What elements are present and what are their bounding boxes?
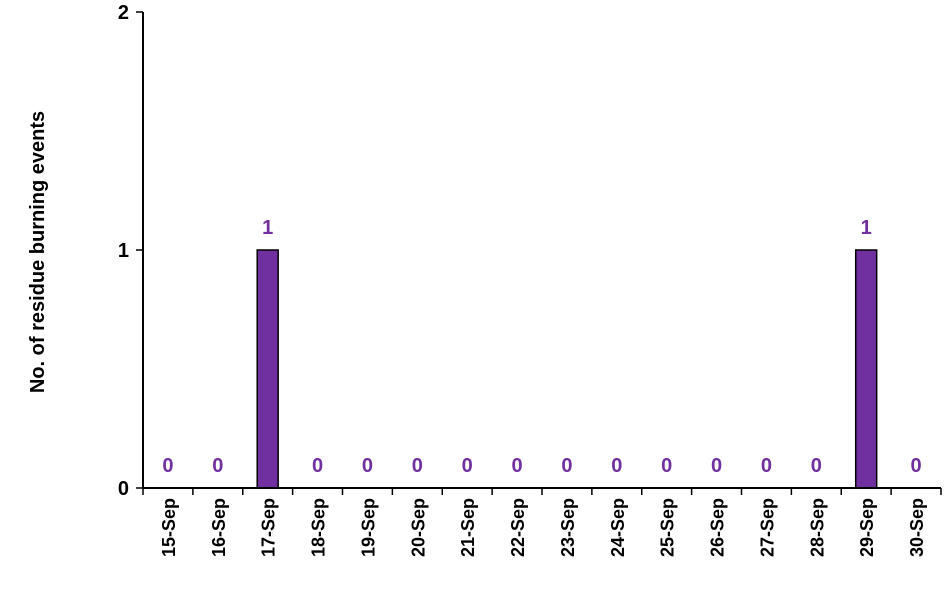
y-axis-label: No. of residue burning events [27,111,49,393]
y-tick-label: 0 [118,478,129,500]
x-tick-label: 17-Sep [259,498,279,557]
x-tick-label: 20-Sep [408,498,428,557]
x-tick-label: 19-Sep [358,498,378,557]
data-label: 0 [661,455,672,477]
bar [256,249,279,489]
data-label: 0 [512,455,523,477]
data-label: 0 [911,455,922,477]
x-tick-label: 16-Sep [209,498,229,557]
x-tick-label: 21-Sep [458,498,478,557]
data-label: 0 [412,455,423,477]
y-tick-label: 1 [118,240,129,262]
x-tick-label: 28-Sep [807,498,827,557]
data-labels-group: 0 0 1 0 0 0 0 0 0 0 0 0 0 0 1 0 [162,217,921,477]
x-axis: 15-Sep 16-Sep 17-Sep 18-Sep 19-Sep 20-Sep 21-S… [142,487,942,557]
bar [854,249,878,489]
x-tick-label: 24-Sep [608,498,628,557]
data-label: 1 [262,217,273,239]
data-label: 0 [761,455,772,477]
x-tick-label: 23-Sep [558,498,578,557]
x-tick-label: 27-Sep [757,498,777,557]
data-label: 0 [362,455,373,477]
data-label: 0 [212,455,223,477]
data-label: 0 [312,455,323,477]
data-label: 0 [811,455,822,477]
y-axis: 0 1 2 [118,2,144,500]
data-label: 0 [462,455,473,477]
y-tick-label: 2 [118,2,129,24]
x-tick-label: 29-Sep [857,498,877,557]
data-label: 0 [611,455,622,477]
x-tick-label: 15-Sep [159,498,179,557]
data-label: 0 [711,455,722,477]
x-tick-label: 18-Sep [309,498,329,557]
x-tick-label: 22-Sep [508,498,528,557]
data-label: 0 [561,455,572,477]
data-label: 1 [861,217,872,239]
x-tick-label: 30-Sep [907,498,927,557]
x-tick-label: 25-Sep [658,498,678,557]
bars-group [256,249,878,489]
x-tick-label: 26-Sep [708,498,728,557]
data-label: 0 [162,455,173,477]
